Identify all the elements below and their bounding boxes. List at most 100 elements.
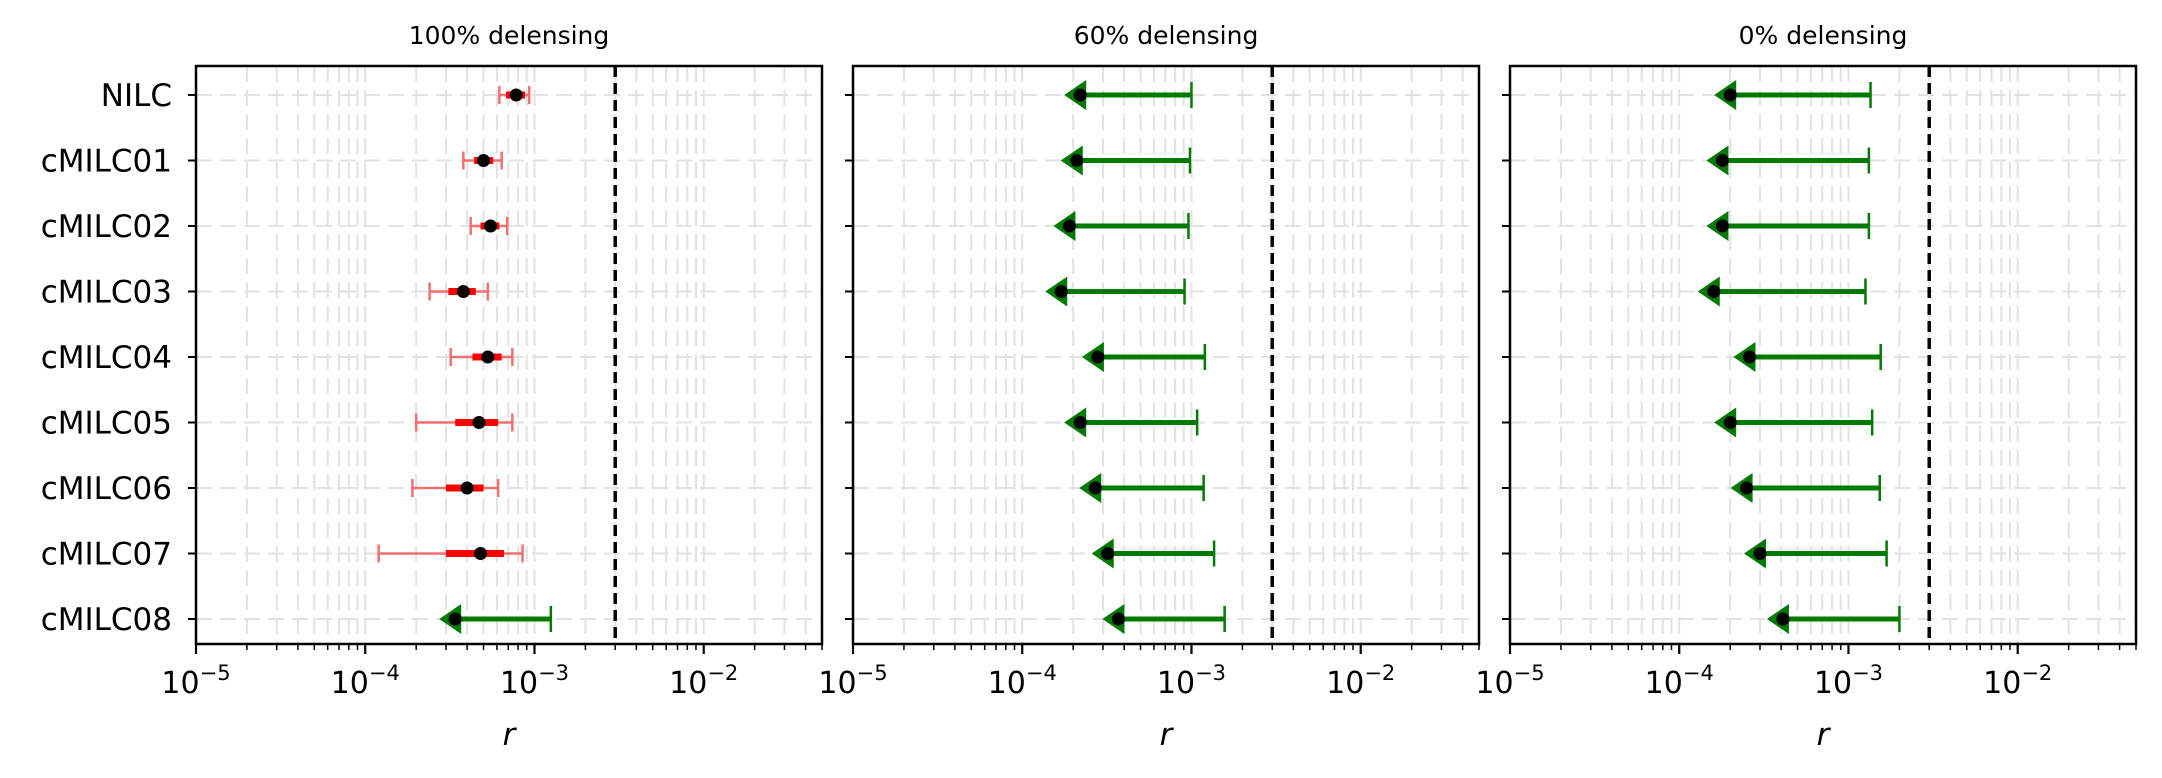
x-axis-label: r: [1817, 717, 1832, 753]
point-marker: [1088, 481, 1102, 495]
data-point-6: [1714, 407, 1874, 438]
point-marker: [1742, 350, 1756, 364]
data-point-2: [1060, 145, 1192, 176]
data-point-4: [1045, 276, 1186, 307]
x-tick-label-exponent: −2: [1364, 661, 1395, 685]
point-marker: [1073, 88, 1087, 102]
x-tick-label-exponent: −5: [1514, 661, 1545, 685]
y-tick-label: cMILC08: [41, 602, 172, 638]
y-tick-label: cMILC03: [41, 275, 172, 311]
data-point-2: [1706, 145, 1871, 176]
data-point-7: [411, 479, 500, 497]
x-tick-label-exponent: −3: [1195, 661, 1226, 685]
data-point-4: [1697, 276, 1867, 307]
point-marker: [477, 154, 491, 167]
x-tick-label-exponent: −3: [1852, 661, 1883, 685]
point-marker: [1715, 219, 1729, 233]
data-point-6: [414, 413, 514, 432]
point-marker: [1111, 612, 1125, 626]
x-tick-label: 10−2: [1326, 661, 1395, 701]
x-tick-label: 10−2: [669, 661, 738, 701]
point-marker: [472, 416, 486, 429]
x-tick-label: 10−5: [1475, 661, 1544, 701]
x-tick-label-exponent: −4: [369, 661, 400, 685]
y-tick-label: cMILC06: [41, 471, 172, 507]
point-marker: [474, 547, 488, 560]
x-tick-label: 10−4: [331, 661, 400, 701]
point-marker: [1062, 219, 1076, 233]
y-tick-label: cMILC02: [41, 209, 172, 245]
point-marker: [484, 219, 498, 233]
data-point-4: [428, 282, 490, 301]
x-tick-label: 10−5: [161, 661, 230, 701]
x-tick-label-base: 10: [1326, 666, 1364, 701]
point-marker: [1101, 547, 1115, 560]
x-tick-label-base: 10: [1983, 666, 2021, 701]
data-point-1: [1714, 80, 1872, 110]
x-tick-label: 10−3: [500, 661, 569, 701]
x-tick-label: 10−3: [1814, 661, 1883, 701]
point-marker: [1740, 481, 1754, 495]
x-tick-label: 10−2: [1983, 661, 2052, 701]
x-tick-label: 10−5: [818, 661, 887, 701]
point-marker: [481, 350, 495, 364]
data-point-9: [1766, 604, 1901, 634]
chart-title: 60% delensing: [1074, 21, 1259, 50]
x-tick-label-exponent: −3: [538, 661, 569, 685]
point-marker: [460, 481, 474, 495]
x-tick-label-base: 10: [500, 666, 538, 701]
x-tick-label-exponent: −5: [200, 661, 231, 685]
point-marker: [1723, 88, 1737, 102]
chart-title: 0% delensing: [1739, 21, 1908, 50]
grid: [195, 66, 823, 644]
point-marker: [1723, 416, 1737, 429]
point-marker: [448, 612, 462, 626]
chart-title: 100% delensing: [409, 21, 610, 50]
point-marker: [1776, 612, 1790, 626]
x-tick-label: 10−3: [1157, 661, 1226, 701]
data-point-7: [1079, 473, 1205, 503]
x-tick-label-base: 10: [331, 666, 369, 701]
point-marker: [456, 285, 470, 298]
point-marker: [1753, 547, 1767, 560]
x-tick-label-base: 10: [1814, 666, 1852, 701]
data-point-3: [469, 217, 509, 235]
x-axis-label: r: [1160, 717, 1175, 753]
data-point-7: [1730, 473, 1881, 503]
x-tick-label-base: 10: [988, 666, 1026, 701]
y-tick-label: NILC: [101, 78, 172, 114]
x-tick-label-base: 10: [1157, 666, 1195, 701]
x-tick-label: 10−4: [988, 661, 1057, 701]
data-point-9: [1102, 604, 1226, 634]
data-point-2: [462, 151, 503, 170]
data-point-5: [449, 348, 514, 366]
data-point-1: [1064, 80, 1193, 110]
data-point-8: [1743, 538, 1888, 569]
data-point-6: [1064, 407, 1199, 438]
data-point-1: [498, 86, 531, 104]
y-tick-label: cMILC01: [41, 144, 172, 180]
chart-panel-1: NILC cMILC01 cMILC02 cMILC03 cMILC04 cMILC05 c…: [41, 21, 824, 753]
point-marker: [1070, 154, 1084, 167]
x-tick-label-exponent: −2: [2021, 661, 2052, 685]
x-tick-label: 10−4: [1645, 661, 1714, 701]
point-marker: [1073, 416, 1087, 429]
data-point-8: [1091, 538, 1216, 569]
x-tick-label-exponent: −2: [707, 661, 738, 685]
point-marker: [509, 88, 523, 102]
y-tick-label: cMILC05: [41, 406, 172, 442]
x-tick-label-exponent: −4: [1683, 661, 1714, 685]
x-tick-label-base: 10: [161, 666, 199, 701]
data-point-5: [1081, 342, 1207, 372]
data-point-3: [1706, 211, 1871, 241]
data-point-3: [1053, 211, 1190, 241]
y-tick-label: cMILC07: [41, 537, 172, 573]
point-marker: [1054, 285, 1068, 298]
x-tick-label-base: 10: [1475, 666, 1513, 701]
x-axis-label: r: [503, 717, 518, 753]
data-point-8: [377, 544, 524, 563]
x-tick-label-exponent: −4: [1026, 661, 1057, 685]
